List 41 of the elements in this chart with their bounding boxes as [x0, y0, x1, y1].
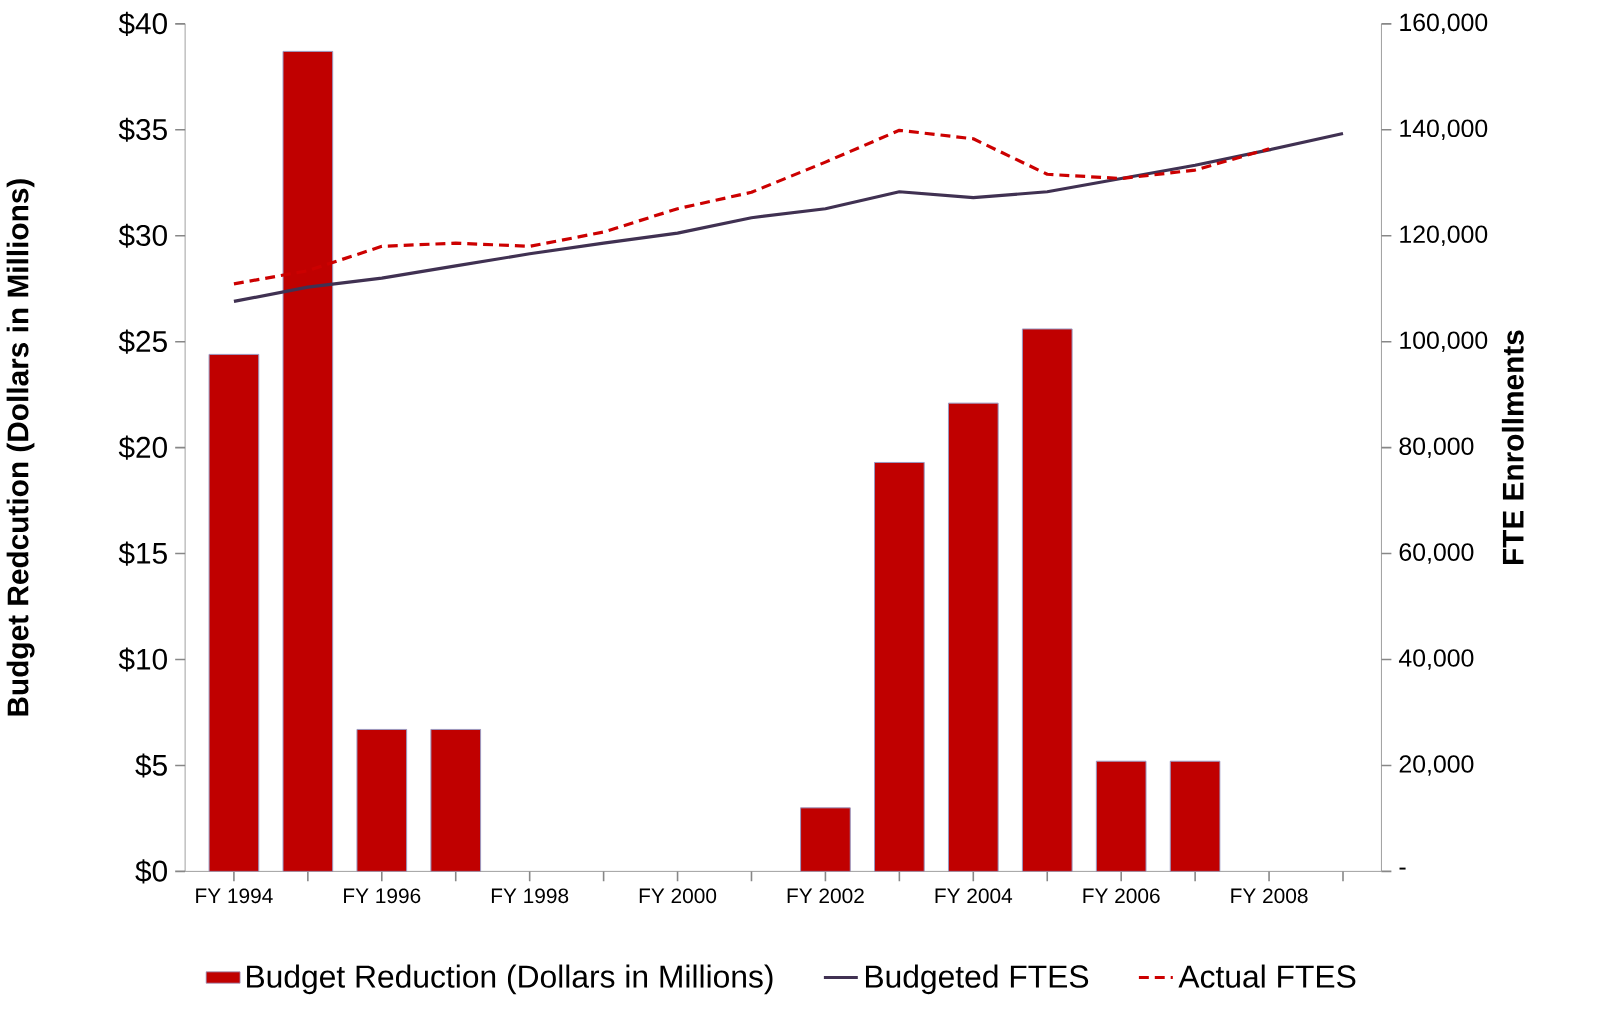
y2-tick-label: - — [1399, 867, 1406, 870]
y-tick-label: $5 — [135, 753, 167, 778]
y2-tick-label: 80,000 — [1399, 437, 1474, 458]
x-tick-label: FY 1998 — [491, 888, 569, 903]
y2-tick-label: 160,000 — [1400, 13, 1488, 34]
legend-label: Budgeted FTES — [865, 964, 1089, 994]
bar — [208, 353, 260, 872]
x-tick-label: FY 2006 — [1083, 888, 1160, 903]
y2-tick-label: 140,000 — [1400, 119, 1488, 140]
y-tick-label: $35 — [118, 117, 167, 142]
bar — [1169, 760, 1221, 872]
bar — [800, 807, 851, 872]
line-series — [232, 131, 1345, 303]
x-tick-label: FY 2000 — [639, 888, 717, 903]
y-tick-label: $10 — [118, 647, 167, 672]
y-tick-label: $0 — [135, 859, 167, 884]
x-tick-label: FY 1994 — [196, 888, 273, 903]
x-tick-label: FY 1996 — [344, 888, 421, 903]
bar — [874, 461, 925, 872]
y-tick-label: $15 — [118, 541, 167, 566]
y2-tick-label: 40,000 — [1398, 649, 1474, 670]
x-tick-label: FY 2002 — [787, 888, 864, 903]
legend-label: Budget Reduction (Dollars in Millions) — [247, 964, 773, 994]
bar — [947, 402, 999, 872]
bar — [356, 728, 408, 872]
y-tick-label: $40 — [118, 11, 167, 36]
y2-tick-label: 20,000 — [1399, 754, 1474, 776]
y2-tick-label: 120,000 — [1400, 225, 1488, 246]
y-axis-title: Budget Redcution (Dollars in Millions) — [6, 178, 35, 716]
bar — [430, 728, 482, 872]
y-tick-label: $25 — [118, 329, 167, 354]
bar — [1095, 760, 1147, 872]
y2-axis-title: FTE Enrollments — [1501, 330, 1524, 564]
x-tick-label: FY 2004 — [935, 888, 1013, 903]
y2-tick-label: 100,000 — [1400, 331, 1488, 352]
bar — [1021, 328, 1073, 872]
legend-label: Actual FTES — [1178, 964, 1356, 988]
x-tick-label: FY 2008 — [1231, 888, 1308, 903]
y2-tick-label: 60,000 — [1399, 543, 1474, 564]
y-tick-label: $20 — [118, 435, 167, 460]
y-tick-label: $30 — [118, 223, 167, 248]
